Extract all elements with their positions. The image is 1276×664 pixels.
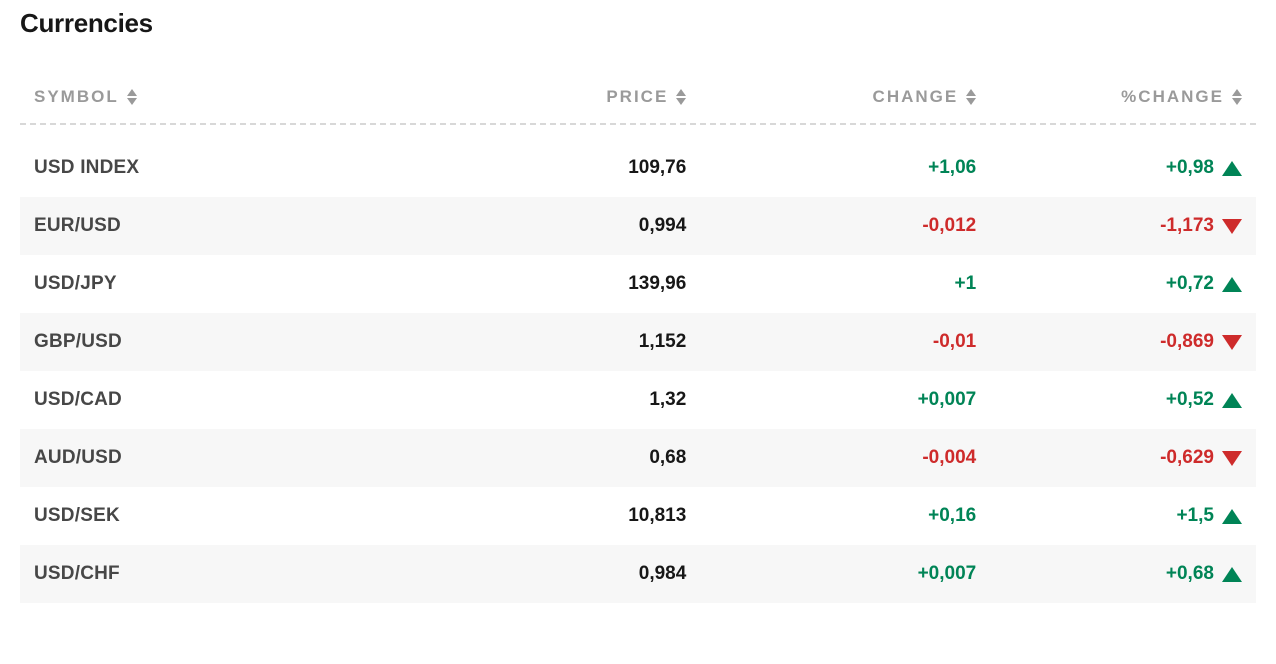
symbol-link[interactable]: USD INDEX	[34, 157, 469, 179]
column-header-label: SYMBOL	[34, 87, 119, 107]
price-cell: 0,68	[469, 447, 686, 469]
symbol-text: USD/CAD	[34, 389, 122, 410]
table-row: GBP/USD 1,152-0,01 -0,869	[20, 313, 1256, 371]
symbol-text: USD/CHF	[34, 563, 120, 584]
pct-change-text: +1,5	[1176, 505, 1214, 527]
change-cell: -0,004	[686, 447, 976, 469]
pct-change-cell: +1,5	[976, 505, 1242, 527]
symbol-link[interactable]: GBP/USD	[34, 331, 469, 353]
table-body: USD INDEX109,76+1,06+0,98EUR/USD0,994-0,…	[20, 139, 1256, 603]
change-cell: +1	[686, 273, 976, 295]
pct-change-text: +0,68	[1166, 563, 1214, 585]
price-cell: 1,152	[469, 331, 686, 353]
symbol-link[interactable]: AUD/USD	[34, 447, 469, 469]
table-header: SYMBOL PRICE CHANGE %CHANGE	[20, 75, 1256, 125]
column-header-label: PRICE	[606, 87, 668, 107]
pct-change-text: +0,98	[1166, 157, 1214, 179]
change-cell: +0,007	[686, 389, 976, 411]
pct-change-text: -1,173	[1160, 215, 1214, 237]
pct-change-text: +0,72	[1166, 273, 1214, 295]
symbol-link[interactable]: USD/CAD	[34, 389, 469, 411]
change-cell: +1,06	[686, 157, 976, 179]
table-row: USD/CAD 1,32+0,007 +0,52	[20, 371, 1256, 429]
symbol-text: AUD/USD	[34, 447, 122, 468]
symbol-link[interactable]: USD/JPY	[34, 273, 469, 295]
symbol-text: GBP/USD	[34, 331, 122, 352]
page-title: Currencies	[20, 8, 1256, 39]
pct-change-text: +0,52	[1166, 389, 1214, 411]
table-row: USD INDEX 109,76+1,06 +0,98	[20, 139, 1256, 197]
change-cell: -0,01	[686, 331, 976, 353]
symbol-link[interactable]: USD/CHF	[34, 563, 469, 585]
change-cell: +0,007	[686, 563, 976, 585]
column-header-label: %CHANGE	[1121, 87, 1224, 107]
symbol-text: USD/SEK	[34, 505, 120, 526]
sort-icon	[966, 89, 976, 105]
column-header-symbol[interactable]: SYMBOL	[34, 87, 469, 107]
table-row: USD/SEK 10,813+0,16 +1,5	[20, 487, 1256, 545]
pct-change-cell: -0,629	[976, 447, 1242, 469]
sort-icon	[676, 89, 686, 105]
symbol-text: EUR/USD	[34, 215, 121, 236]
pct-change-cell: +0,98	[976, 157, 1242, 179]
column-header-price[interactable]: PRICE	[469, 87, 686, 107]
symbol-text: USD/JPY	[34, 273, 117, 294]
pct-change-cell: +0,68	[976, 563, 1242, 585]
symbol-text: USD INDEX	[34, 157, 139, 178]
sort-icon	[127, 89, 137, 105]
arrow-up-icon	[1222, 567, 1242, 582]
table-row: USD/JPY 139,96+1 +0,72	[20, 255, 1256, 313]
price-cell: 0,994	[469, 215, 686, 237]
price-cell: 109,76	[469, 157, 686, 179]
price-cell: 0,984	[469, 563, 686, 585]
symbol-link[interactable]: USD/SEK	[34, 505, 469, 527]
currencies-table: SYMBOL PRICE CHANGE %CHANGE USD INDEX 109…	[20, 75, 1256, 603]
arrow-up-icon	[1222, 161, 1242, 176]
table-row: AUD/USD 0,68-0,004 -0,629	[20, 429, 1256, 487]
pct-change-text: -0,869	[1160, 331, 1214, 353]
symbol-link[interactable]: EUR/USD	[34, 215, 469, 237]
change-cell: +0,16	[686, 505, 976, 527]
pct-change-cell: -1,173	[976, 215, 1242, 237]
pct-change-text: -0,629	[1160, 447, 1214, 469]
pct-change-cell: -0,869	[976, 331, 1242, 353]
price-cell: 139,96	[469, 273, 686, 295]
table-row: USD/CHF 0,984+0,007 +0,68	[20, 545, 1256, 603]
price-cell: 10,813	[469, 505, 686, 527]
change-cell: -0,012	[686, 215, 976, 237]
arrow-down-icon	[1222, 451, 1242, 466]
arrow-up-icon	[1222, 277, 1242, 292]
arrow-up-icon	[1222, 393, 1242, 408]
pct-change-cell: +0,72	[976, 273, 1242, 295]
arrow-down-icon	[1222, 335, 1242, 350]
arrow-up-icon	[1222, 509, 1242, 524]
arrow-down-icon	[1222, 219, 1242, 234]
pct-change-cell: +0,52	[976, 389, 1242, 411]
table-row: EUR/USD 0,994-0,012 -1,173	[20, 197, 1256, 255]
price-cell: 1,32	[469, 389, 686, 411]
column-header-label: CHANGE	[873, 87, 959, 107]
column-header-change[interactable]: CHANGE	[686, 87, 976, 107]
sort-icon	[1232, 89, 1242, 105]
column-header-pct-change[interactable]: %CHANGE	[976, 87, 1242, 107]
